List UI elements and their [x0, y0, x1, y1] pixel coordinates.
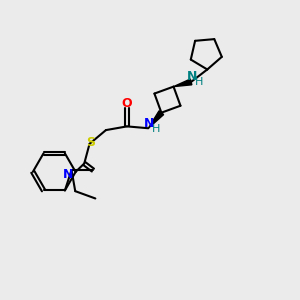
Text: N: N: [144, 117, 154, 130]
Text: O: O: [122, 97, 132, 110]
Text: H: H: [152, 124, 160, 134]
Text: H: H: [195, 77, 203, 87]
Text: N: N: [187, 70, 197, 83]
Text: N: N: [63, 168, 73, 181]
Polygon shape: [173, 79, 192, 87]
Text: S: S: [86, 136, 95, 149]
Polygon shape: [148, 111, 164, 128]
